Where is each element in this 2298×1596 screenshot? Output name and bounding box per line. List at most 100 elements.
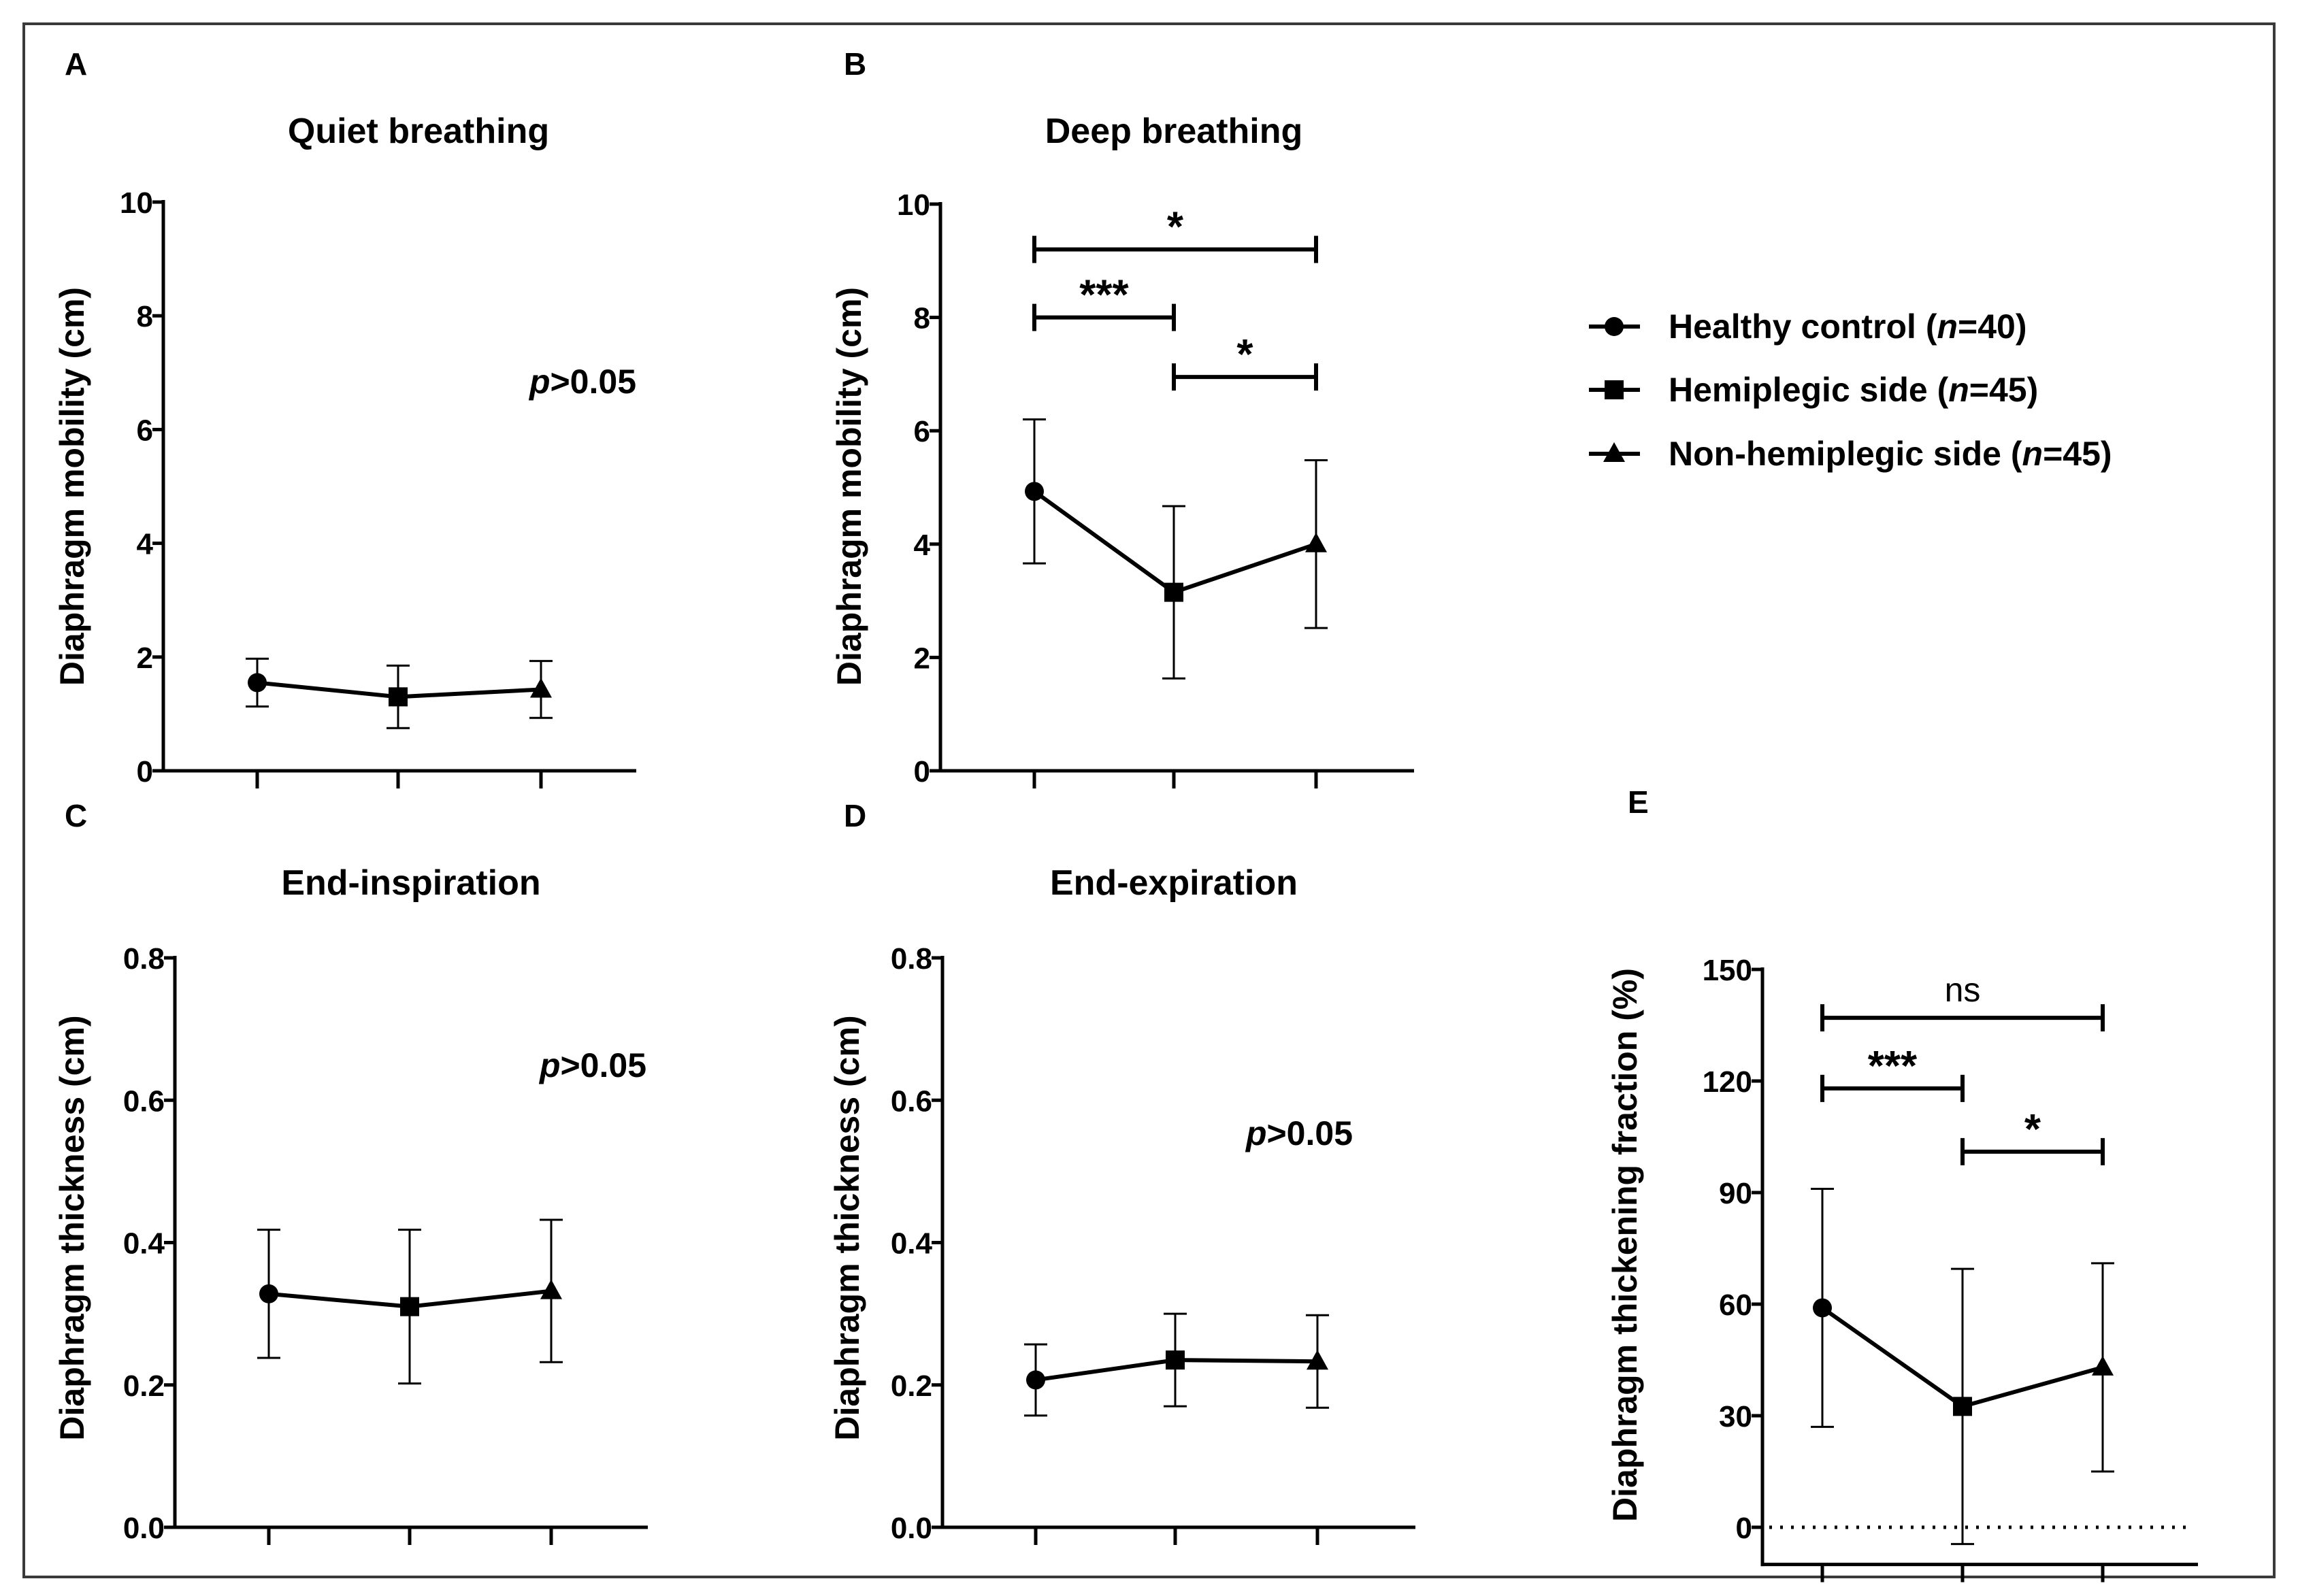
- significance-label: *: [2024, 1106, 2041, 1153]
- panel-letter: E: [1628, 784, 1649, 820]
- y-tick-label: 90: [1719, 1177, 1752, 1210]
- p-value-text: >0.05: [1266, 1114, 1353, 1152]
- y-tick-label: 0.2: [891, 1369, 932, 1403]
- chart-title: Deep breathing: [1045, 112, 1303, 151]
- y-axis-label: Diaphragm mobility (cm): [53, 287, 91, 686]
- panel-a: A Quiet breathing Diaphragm mobility (cm) 0…: [53, 46, 636, 788]
- chart-title: End-expiration: [1050, 863, 1298, 903]
- legend-label: Non-hemiplegic side (n=45): [1669, 435, 2112, 473]
- data-point-square: [389, 687, 408, 707]
- legend-item-circle: Healthy control (n=40): [1589, 307, 2027, 346]
- legend-label-italic: n: [1948, 371, 1969, 409]
- y-tick-label: 120: [1703, 1065, 1752, 1099]
- y-tick-label: 10: [897, 188, 930, 222]
- y-tick-label: 6: [914, 415, 930, 448]
- y-axis-label: Diaphragm thickness (cm): [828, 1015, 866, 1440]
- legend-item-square: Hemiplegic side (n=45): [1589, 371, 2038, 409]
- significance-label: *: [1167, 204, 1184, 251]
- significance-label: *: [1236, 331, 1253, 378]
- data-point-circle: [259, 1284, 278, 1303]
- significance-bracket: [1032, 303, 1176, 331]
- significance-label: ns: [1945, 971, 1981, 1009]
- legend-label-italic: n: [2022, 435, 2043, 473]
- data-point-triangle: [1307, 1350, 1328, 1370]
- y-tick-label: 0.6: [891, 1084, 932, 1118]
- y-tick-label: 0: [137, 755, 153, 788]
- y-tick-label: 0.0: [123, 1512, 165, 1545]
- panel-letter: A: [65, 46, 87, 82]
- panel-letter: B: [844, 46, 866, 82]
- data-point-circle: [1025, 482, 1044, 501]
- p-value-italic: p: [1245, 1114, 1267, 1152]
- legend-label: Hemiplegic side (n=45): [1669, 371, 2038, 409]
- y-tick-label: 4: [137, 528, 154, 561]
- legend-label: Healthy control (n=40): [1669, 307, 2027, 346]
- y-tick-label: 10: [120, 186, 153, 220]
- panel-b: B Deep breathing Diaphragm mobility (cm) 0 2…: [830, 46, 1414, 788]
- y-tick-label: 8: [137, 300, 153, 333]
- significance-bracket: [1960, 1137, 2105, 1165]
- legend-label-italic: n: [1937, 307, 1958, 346]
- data-point-triangle: [530, 678, 552, 698]
- p-value-text: >0.05: [550, 363, 636, 401]
- data-point-circle: [1026, 1370, 1045, 1390]
- p-value-text: >0.05: [560, 1046, 646, 1084]
- data-point-triangle: [2092, 1355, 2114, 1376]
- data-point-triangle: [1305, 532, 1327, 552]
- y-tick-label: 0.4: [123, 1227, 165, 1261]
- legend-marker-square: [1605, 380, 1624, 399]
- y-axis-label: Diaphragm thickness (cm): [53, 1015, 91, 1440]
- y-tick-label: 2: [914, 642, 930, 675]
- significance-bracket: [1032, 235, 1318, 263]
- legend-label-suffix: =40): [1958, 307, 2026, 346]
- y-tick-label: 30: [1719, 1400, 1752, 1433]
- panel-d: D End-expiration Diaphragm thickness (cm) 0…: [828, 798, 1415, 1545]
- legend-item-triangle: Non-hemiplegic side (n=45): [1589, 435, 2112, 473]
- data-point-square: [1164, 582, 1183, 602]
- significance-label: ***: [1079, 272, 1129, 319]
- significance-bracket: [1820, 1004, 2105, 1032]
- data-point-square: [1166, 1350, 1185, 1370]
- legend-label-suffix: =45): [2043, 435, 2112, 473]
- panel-e: E Diaphragm thickening fraction (%) 0 30 60 9…: [1606, 784, 2198, 1582]
- y-axis-label: Diaphragm mobility (cm): [830, 287, 868, 686]
- chart-title: End-inspiration: [281, 863, 540, 903]
- legend-label-suffix: =45): [1969, 371, 2038, 409]
- figure-frame: [22, 22, 2276, 1578]
- y-tick-label: 0: [914, 755, 930, 788]
- y-tick-label: 6: [137, 414, 153, 447]
- significance-bracket: [1172, 363, 1318, 391]
- y-tick-label: 0.6: [123, 1084, 165, 1118]
- p-value-italic: p: [538, 1046, 561, 1084]
- legend-label-text: Non-hemiplegic side (: [1669, 435, 2022, 473]
- panel-c: C End-inspiration Diaphragm thickness (cm)…: [53, 798, 648, 1545]
- legend-marker-triangle: [1603, 442, 1625, 462]
- p-value-italic: p: [528, 363, 551, 401]
- p-value-annotation: p>0.05: [538, 1046, 646, 1084]
- y-tick-label: 0.4: [891, 1227, 933, 1261]
- y-tick-label: 2: [137, 642, 153, 675]
- y-tick-label: 0.2: [123, 1369, 165, 1403]
- y-tick-label: 0: [1736, 1512, 1752, 1545]
- y-tick-label: 8: [914, 302, 930, 335]
- data-point-circle: [1813, 1298, 1832, 1318]
- y-tick-label: 60: [1719, 1289, 1752, 1322]
- panels: A Quiet breathing Diaphragm mobility (cm) 0…: [53, 46, 2198, 1582]
- p-value-annotation: p>0.05: [1245, 1114, 1353, 1152]
- p-value-annotation: p>0.05: [528, 363, 636, 401]
- legend-label-text: Hemiplegic side (: [1669, 371, 1949, 409]
- data-point-triangle: [540, 1279, 562, 1299]
- y-tick-label: 0.0: [891, 1512, 932, 1545]
- y-tick-label: 150: [1703, 954, 1752, 987]
- significance-label: ***: [1868, 1043, 1918, 1090]
- legend-label-text: Healthy control (: [1669, 307, 1937, 346]
- y-tick-label: 4: [914, 529, 931, 562]
- significance-bracket: [1820, 1074, 1965, 1102]
- legend-marker-circle: [1605, 317, 1624, 336]
- chart-title: Quiet breathing: [288, 112, 549, 151]
- y-tick-label: 0.8: [891, 942, 932, 976]
- data-point-square: [1953, 1397, 1972, 1416]
- data-point-circle: [248, 673, 267, 693]
- y-tick-label: 0.8: [123, 942, 165, 976]
- legend: Healthy control (n=40)Hemiplegic side (n…: [1589, 307, 2112, 473]
